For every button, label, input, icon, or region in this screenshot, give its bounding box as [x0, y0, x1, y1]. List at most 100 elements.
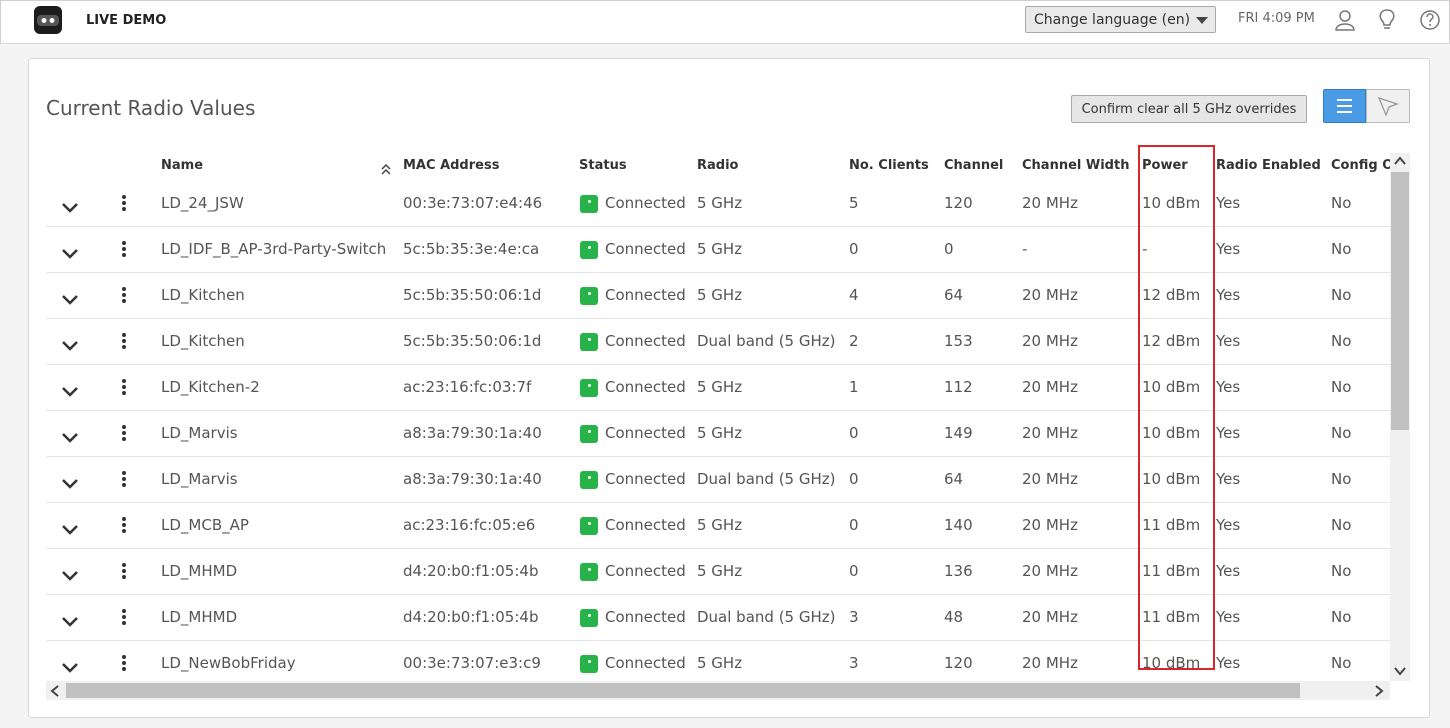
- table-row: LD_Marvis a8:3a:79:30:1a:40 Connected Dual …: [46, 457, 1390, 503]
- expand-toggle[interactable]: [62, 382, 78, 397]
- table-cell: d4:20:b0:f1:05:4b: [403, 608, 539, 626]
- table-row: LD_Kitchen-2 ac:23:16:fc:03:7f Connected 5 …: [46, 365, 1390, 411]
- bulb-icon[interactable]: [1377, 8, 1397, 32]
- table-cell: 5 GHz: [697, 286, 743, 304]
- status-icon: [580, 287, 598, 305]
- table-cell: 5c:5b:35:50:06:1d: [403, 332, 542, 350]
- help-icon[interactable]: [1419, 9, 1441, 31]
- expand-toggle[interactable]: [62, 428, 78, 443]
- scroll-down[interactable]: [1394, 666, 1406, 676]
- table-cell: LD_NewBobFriday: [161, 654, 296, 672]
- expand-toggle[interactable]: [62, 336, 78, 351]
- table-cell: 3: [849, 654, 859, 672]
- column-header[interactable]: Config Ov: [1331, 158, 1390, 173]
- horizontal-scroll-thumb[interactable]: [66, 683, 1300, 698]
- table-cell: 5 GHz: [697, 424, 743, 442]
- vertical-scroll-thumb[interactable]: [1391, 172, 1409, 430]
- language-label: Change language (en): [1034, 12, 1191, 28]
- table-cell: 0: [849, 470, 859, 488]
- table-row: LD_MHMD d4:20:b0:f1:05:4b Connected Dual ba…: [46, 595, 1390, 641]
- row-menu[interactable]: [121, 562, 127, 580]
- column-header[interactable]: Channel Width: [1022, 158, 1130, 173]
- status-icon: [580, 563, 598, 581]
- table-row: LD_24_JSW 00:3e:73:07:e4:46 Connected 5 GHz…: [46, 181, 1390, 227]
- status-icon: [580, 517, 598, 535]
- expand-toggle[interactable]: [62, 520, 78, 535]
- table-cell: 120: [944, 654, 973, 672]
- language-select[interactable]: Change language (en): [1025, 6, 1216, 33]
- row-menu[interactable]: [121, 608, 127, 626]
- table-cell: No: [1331, 286, 1352, 304]
- expand-toggle[interactable]: [62, 244, 78, 259]
- status-icon: [580, 241, 598, 259]
- table-cell: Yes: [1216, 332, 1241, 350]
- table-cell: 0: [849, 240, 859, 258]
- table-cell: LD_IDF_B_AP-3rd-Party-Switch: [161, 240, 387, 258]
- row-menu[interactable]: [121, 470, 127, 488]
- status-icon: [580, 609, 598, 627]
- column-header[interactable]: Radio: [697, 158, 739, 173]
- row-menu[interactable]: [121, 194, 127, 212]
- table-cell: 64: [944, 286, 964, 304]
- user-icon[interactable]: [1334, 9, 1356, 31]
- column-header[interactable]: Radio Enabled: [1216, 158, 1321, 173]
- table-cell: LD_MHMD: [161, 562, 238, 580]
- table-cell: ac:23:16:fc:03:7f: [403, 378, 532, 396]
- sort-icon[interactable]: [380, 160, 392, 175]
- column-header[interactable]: MAC Address: [403, 158, 500, 173]
- table-cell: 11 dBm: [1142, 608, 1201, 626]
- expand-toggle[interactable]: [62, 566, 78, 581]
- table-cell: No: [1331, 332, 1352, 350]
- column-header[interactable]: Status: [579, 158, 627, 173]
- status-icon: [580, 379, 598, 397]
- expand-toggle[interactable]: [62, 658, 78, 673]
- row-menu[interactable]: [121, 286, 127, 304]
- expand-toggle[interactable]: [62, 612, 78, 627]
- scroll-up[interactable]: [1394, 156, 1406, 166]
- table-cell: Yes: [1216, 654, 1241, 672]
- table-cell: 0: [944, 240, 954, 258]
- row-menu[interactable]: [121, 332, 127, 350]
- expand-toggle[interactable]: [62, 290, 78, 305]
- column-header[interactable]: Name: [161, 158, 204, 173]
- logo[interactable]: [33, 5, 63, 35]
- table-cell: 20 MHz: [1022, 562, 1078, 580]
- clear-overrides-button[interactable]: Confirm clear all 5 GHz overrides: [1071, 95, 1307, 123]
- column-header[interactable]: Channel: [944, 158, 1004, 173]
- row-menu[interactable]: [121, 654, 127, 672]
- table-cell: 120: [944, 194, 973, 212]
- table-cell: 20 MHz: [1022, 332, 1078, 350]
- table-cell: 136: [944, 562, 973, 580]
- clock: FRI 4:09 PM: [1238, 11, 1315, 26]
- row-menu[interactable]: [121, 240, 127, 258]
- scroll-right[interactable]: [1374, 685, 1384, 697]
- table-cell: 5 GHz: [697, 516, 743, 534]
- map-view-button[interactable]: [1366, 89, 1410, 123]
- expand-toggle[interactable]: [62, 198, 78, 213]
- row-menu[interactable]: [121, 424, 127, 442]
- list-view-button[interactable]: [1323, 89, 1366, 123]
- table-row: LD_Marvis a8:3a:79:30:1a:40 Connected 5 GHz…: [46, 411, 1390, 457]
- table-cell: No: [1331, 240, 1352, 258]
- table-cell: 00:3e:73:07:e3:c9: [403, 654, 541, 672]
- table-cell: 20 MHz: [1022, 194, 1078, 212]
- table-cell: 0: [849, 424, 859, 442]
- table-cell: Connected: [605, 562, 686, 580]
- scroll-left[interactable]: [50, 685, 60, 697]
- expand-toggle[interactable]: [62, 474, 78, 489]
- column-header[interactable]: No. Clients: [849, 158, 929, 173]
- table-cell: -: [1142, 240, 1148, 258]
- status-icon: [580, 425, 598, 443]
- table-cell: 0: [849, 562, 859, 580]
- table-cell: 112: [944, 378, 973, 396]
- table-cell: 1: [849, 378, 859, 396]
- column-header[interactable]: Power: [1142, 158, 1188, 173]
- table-cell: 11 dBm: [1142, 562, 1201, 580]
- table-cell: 20 MHz: [1022, 654, 1078, 672]
- table-row: LD_Kitchen 5c:5b:35:50:06:1d Connected Dual…: [46, 319, 1390, 365]
- row-menu[interactable]: [121, 378, 127, 396]
- row-menu[interactable]: [121, 516, 127, 534]
- table-cell: No: [1331, 424, 1352, 442]
- dropdown-arrow: [1196, 17, 1208, 24]
